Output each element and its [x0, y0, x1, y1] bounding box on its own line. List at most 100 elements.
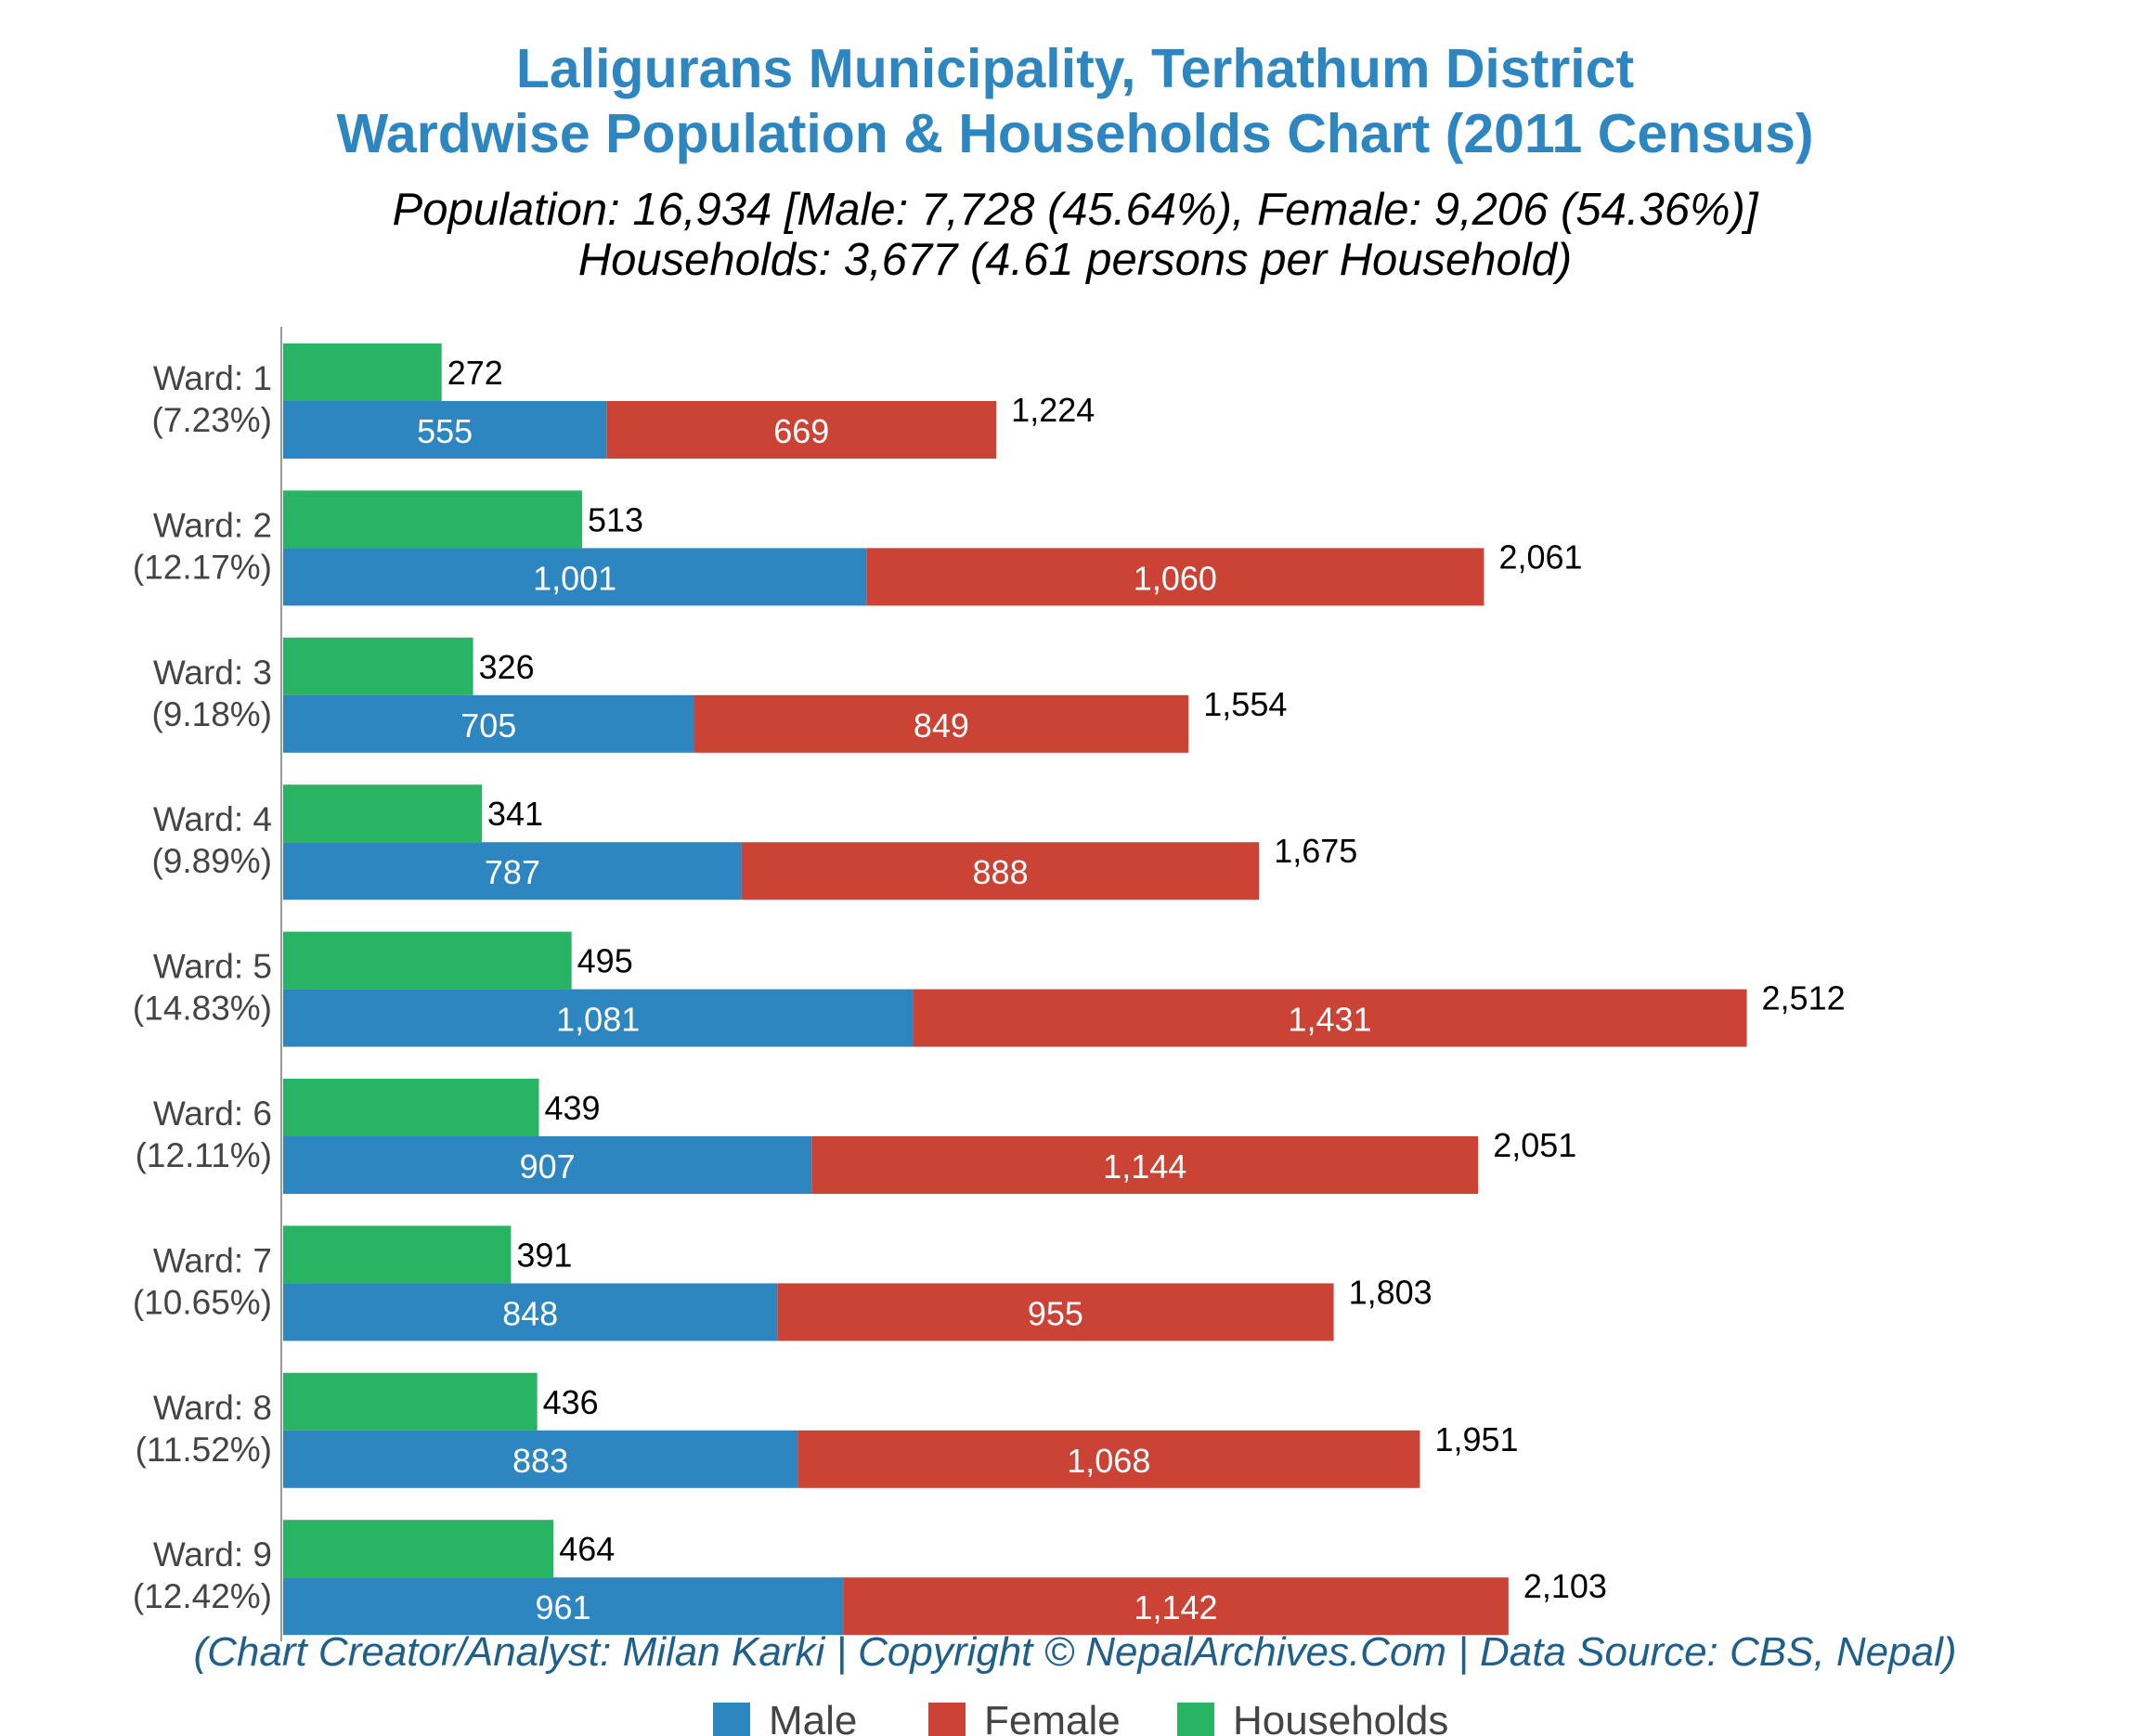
female-value-label: 669 [773, 412, 829, 450]
households-value-label: 464 [559, 1530, 615, 1568]
chart-subtitle-population: Population: 16,934 [Male: 7,728 (45.64%)… [393, 185, 1759, 235]
female-value-label: 849 [914, 706, 969, 745]
total-population-label: 2,103 [1523, 1567, 1607, 1605]
male-value-label: 883 [512, 1442, 568, 1480]
legend-item-male: Male [713, 1698, 857, 1736]
households-value-label: 439 [545, 1089, 601, 1127]
households-bar [283, 1079, 539, 1136]
total-population-label: 1,803 [1349, 1273, 1432, 1311]
households-value-label: 513 [588, 500, 643, 538]
households-bar [283, 490, 582, 549]
total-population-label: 2,061 [1498, 538, 1582, 576]
ward-row: Ward: 1 (7.23%) 272 555 669 1,224 [151, 343, 1095, 459]
male-bar [283, 842, 742, 900]
male-value-label: 1,081 [556, 1001, 640, 1039]
total-population-label: 2,512 [1762, 979, 1846, 1017]
male-value-label: 787 [485, 853, 540, 891]
households-bar [283, 931, 572, 990]
female-bar [797, 1430, 1420, 1488]
ward-percent-label: (12.17%) [133, 548, 272, 586]
ward-row: Ward: 5 (14.83%) 495 1,081 1,431 2,512 [133, 931, 1846, 1047]
ward-row: Ward: 8 (11.52%) 436 883 1,068 1,951 [136, 1372, 1519, 1488]
ward-label: Ward: 2 [153, 506, 272, 544]
households-bar [283, 343, 442, 401]
male-value-label: 907 [520, 1147, 576, 1185]
male-value-label: 705 [460, 706, 516, 745]
households-value-label: 495 [577, 942, 633, 980]
ward-row: Ward: 4 (9.89%) 341 787 888 1,675 [151, 784, 1357, 900]
male-bar [283, 548, 867, 606]
female-value-label: 888 [973, 853, 1029, 891]
households-bar [283, 1520, 554, 1578]
bars-layer: Ward: 1 (7.23%) 272 555 669 1,224 Ward: 2 (12.1… [133, 343, 1846, 1636]
female-bar [694, 694, 1189, 753]
chart-title: Laligurans Municipality, Terhathum Distr… [516, 38, 1634, 99]
ward-percent-label: (10.65%) [133, 1283, 272, 1321]
female-value-label: 1,144 [1103, 1147, 1186, 1185]
legend: Male Female Households [713, 1698, 1448, 1736]
ward-label: Ward: 4 [153, 800, 272, 838]
ward-percent-label: (9.18%) [151, 695, 272, 733]
ward-percent-label: (14.83%) [133, 990, 272, 1028]
households-bar [283, 1225, 512, 1284]
female-bar [913, 989, 1747, 1047]
total-population-label: 1,554 [1203, 685, 1287, 723]
ward-row: Ward: 6(12.11%) 439 907 1,144 2,051 [136, 1079, 1576, 1194]
female-bar [866, 548, 1484, 606]
female-bar [606, 401, 997, 459]
legend-item-female: Female [928, 1698, 1121, 1736]
ward-label: Ward: 1 [153, 359, 272, 397]
ward-row: Ward: 9(12.42%) 464 961 1,142 2,103 [133, 1520, 1607, 1636]
female-bar [811, 1136, 1479, 1194]
households-value-label: 341 [487, 795, 543, 833]
male-value-label: 961 [536, 1588, 591, 1626]
households-bar [283, 1372, 538, 1431]
households-bar [283, 784, 483, 843]
ward-percent-label: (12.42%) [133, 1577, 272, 1615]
ward-label: Ward: 7 [153, 1241, 272, 1279]
ward-label: Ward: 8 [153, 1389, 272, 1427]
ward-percent-label: (11.52%) [136, 1431, 272, 1469]
female-value-label: 1,060 [1134, 559, 1217, 597]
households-bar [283, 637, 473, 695]
male-value-label: 1,001 [533, 559, 616, 597]
chart-title-line2: Wardwise Population & Households Chart (… [336, 103, 1813, 164]
ward-row: Ward: 7 (10.65%) 391 848 955 1,803 [133, 1225, 1432, 1341]
ward-percent-label: (7.23%) [151, 401, 272, 439]
ward-label: Ward: 5 [153, 948, 272, 986]
total-population-label: 2,051 [1493, 1126, 1576, 1164]
female-value-label: 955 [1028, 1294, 1083, 1332]
female-bar [843, 1577, 1509, 1636]
ward-label: Ward: 9 [153, 1535, 272, 1574]
female-value-label: 1,142 [1134, 1588, 1217, 1626]
female-value-label: 1,068 [1067, 1442, 1150, 1480]
female-bar [777, 1283, 1334, 1341]
male-bar [283, 1283, 778, 1341]
chart-credit: (Chart Creator/Analyst: Milan Karki | Co… [193, 1629, 1956, 1675]
legend-label: Households [1233, 1698, 1448, 1736]
legend-label: Male [769, 1698, 857, 1736]
legend-item-households: Households [1177, 1698, 1448, 1736]
female-value-label: 1,431 [1288, 1001, 1371, 1039]
legend-label: Female [984, 1698, 1121, 1736]
male-bar [283, 1430, 798, 1488]
households-value-label: 326 [479, 648, 535, 686]
total-population-label: 1,951 [1434, 1420, 1518, 1458]
male-value-label: 848 [502, 1294, 558, 1332]
ward-label: Ward: 3 [153, 654, 272, 692]
households-value-label: 272 [447, 354, 503, 392]
chart-subtitle-households: Households: 3,677 (4.61 persons per Hous… [578, 235, 1573, 285]
legend-swatch [1177, 1703, 1214, 1736]
male-bar [283, 401, 607, 459]
legend-swatch [713, 1703, 750, 1736]
total-population-label: 1,675 [1274, 832, 1357, 870]
male-bar [283, 1136, 812, 1194]
male-value-label: 555 [417, 412, 473, 450]
households-value-label: 436 [543, 1383, 599, 1421]
legend-swatch [928, 1703, 966, 1736]
ward-percent-label: (9.89%) [151, 842, 272, 880]
ward-label: Ward: 6 [153, 1095, 272, 1133]
male-bar [283, 694, 694, 753]
